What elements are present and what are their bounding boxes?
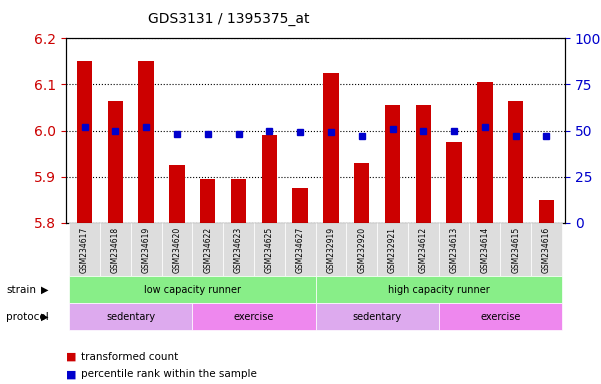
FancyBboxPatch shape <box>316 223 346 276</box>
FancyBboxPatch shape <box>439 223 469 276</box>
Bar <box>323 73 338 223</box>
Bar <box>447 142 462 223</box>
Text: GSM234622: GSM234622 <box>203 227 212 273</box>
Text: protocol: protocol <box>6 312 49 322</box>
Text: percentile rank within the sample: percentile rank within the sample <box>81 369 257 379</box>
Text: sedentary: sedentary <box>353 312 401 322</box>
Text: sedentary: sedentary <box>106 312 155 322</box>
Text: GSM234627: GSM234627 <box>296 227 305 273</box>
Text: GSM234620: GSM234620 <box>172 227 182 273</box>
FancyBboxPatch shape <box>531 223 562 276</box>
FancyBboxPatch shape <box>439 303 562 330</box>
Text: low capacity runner: low capacity runner <box>144 285 241 295</box>
FancyBboxPatch shape <box>316 276 562 303</box>
FancyBboxPatch shape <box>285 223 316 276</box>
FancyBboxPatch shape <box>69 223 100 276</box>
Bar <box>508 101 523 223</box>
FancyBboxPatch shape <box>469 223 500 276</box>
FancyBboxPatch shape <box>69 276 316 303</box>
Bar <box>231 179 246 223</box>
Text: GSM234619: GSM234619 <box>142 227 151 273</box>
Bar <box>169 165 185 223</box>
Text: GSM232919: GSM232919 <box>326 227 335 273</box>
Bar <box>538 200 554 223</box>
FancyBboxPatch shape <box>69 303 192 330</box>
Text: GSM234612: GSM234612 <box>419 227 428 273</box>
Bar <box>138 61 154 223</box>
Text: GSM234613: GSM234613 <box>450 227 459 273</box>
Bar <box>354 163 370 223</box>
FancyBboxPatch shape <box>131 223 162 276</box>
FancyBboxPatch shape <box>377 223 408 276</box>
FancyBboxPatch shape <box>408 223 439 276</box>
Text: GSM234615: GSM234615 <box>511 227 520 273</box>
Bar <box>416 105 431 223</box>
Text: GSM234617: GSM234617 <box>80 227 89 273</box>
FancyBboxPatch shape <box>192 303 316 330</box>
FancyBboxPatch shape <box>500 223 531 276</box>
Text: GSM234614: GSM234614 <box>480 227 489 273</box>
Text: GSM234618: GSM234618 <box>111 227 120 273</box>
Bar <box>77 61 93 223</box>
Bar <box>108 101 123 223</box>
Text: high capacity runner: high capacity runner <box>388 285 490 295</box>
Text: ■: ■ <box>66 369 76 379</box>
Text: GSM234625: GSM234625 <box>265 227 274 273</box>
Text: exercise: exercise <box>234 312 274 322</box>
FancyBboxPatch shape <box>346 223 377 276</box>
Bar <box>293 188 308 223</box>
Bar <box>261 135 277 223</box>
FancyBboxPatch shape <box>223 223 254 276</box>
Text: GDS3131 / 1395375_at: GDS3131 / 1395375_at <box>148 12 309 25</box>
Text: transformed count: transformed count <box>81 352 178 362</box>
Bar <box>385 105 400 223</box>
FancyBboxPatch shape <box>192 223 223 276</box>
Text: ■: ■ <box>66 352 76 362</box>
Text: GSM232921: GSM232921 <box>388 227 397 273</box>
FancyBboxPatch shape <box>254 223 285 276</box>
Text: ▶: ▶ <box>41 285 49 295</box>
FancyBboxPatch shape <box>162 223 192 276</box>
Text: GSM234623: GSM234623 <box>234 227 243 273</box>
Bar <box>200 179 215 223</box>
FancyBboxPatch shape <box>316 303 439 330</box>
Text: ▶: ▶ <box>41 312 49 322</box>
Text: GSM232920: GSM232920 <box>357 227 366 273</box>
Text: GSM234616: GSM234616 <box>542 227 551 273</box>
Text: exercise: exercise <box>480 312 520 322</box>
Text: strain: strain <box>6 285 36 295</box>
FancyBboxPatch shape <box>100 223 131 276</box>
Bar <box>477 82 493 223</box>
